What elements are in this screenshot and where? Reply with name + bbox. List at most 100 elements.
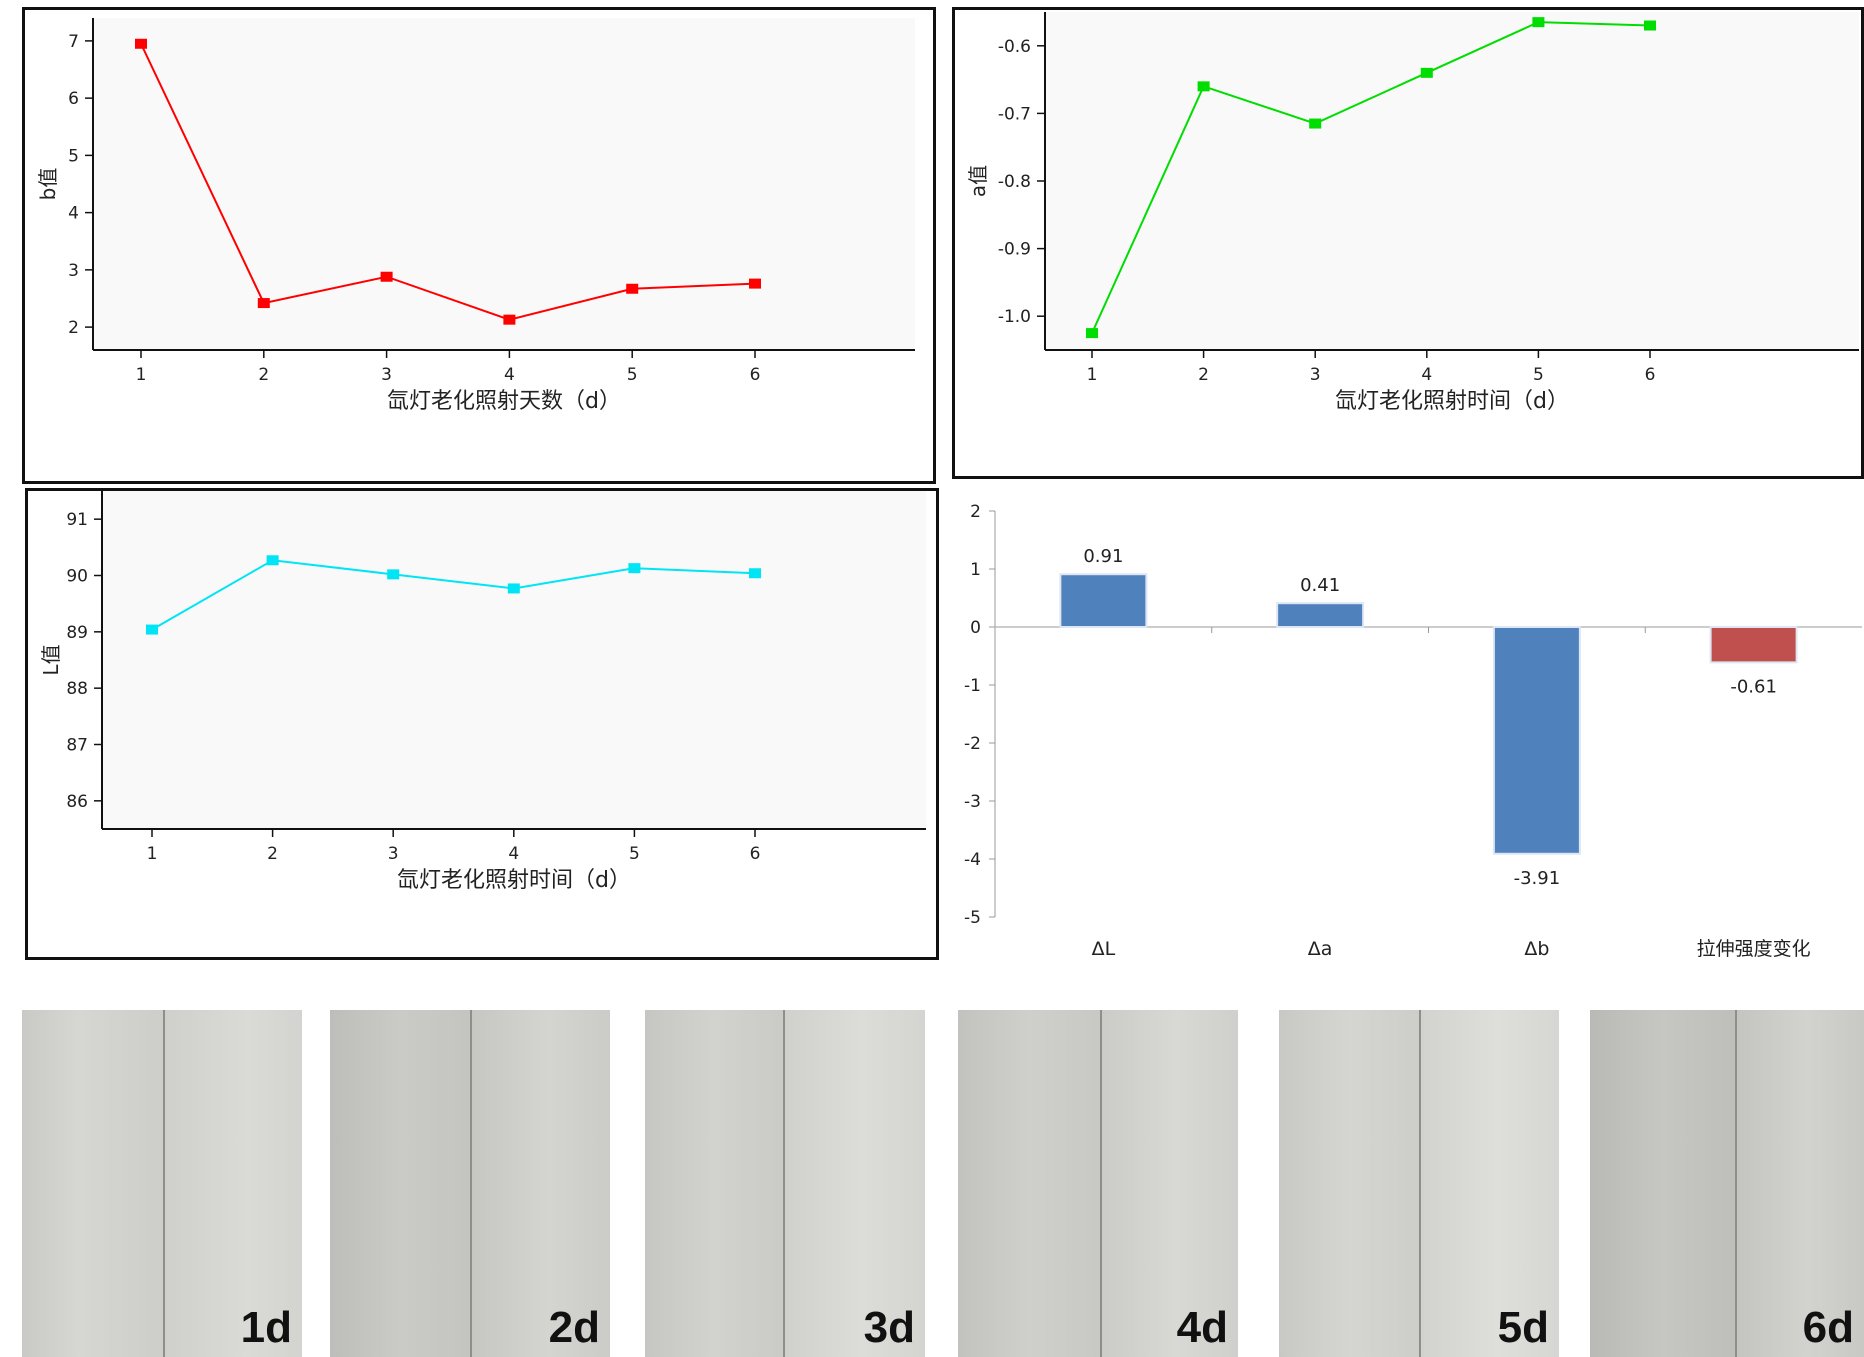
bar-data-label: -3.91	[1514, 868, 1561, 889]
y-tick-label: 89	[66, 623, 88, 643]
y-tick-label: 86	[66, 792, 88, 812]
data-point	[146, 624, 158, 635]
bar-data-label: 0.41	[1300, 575, 1340, 596]
y-tick-label: -2	[964, 734, 981, 754]
series-line	[1091, 21, 1651, 334]
x-tick-label: 4	[504, 365, 515, 385]
x-tick-label: 5	[627, 365, 638, 385]
x-tick-label: 1	[1087, 365, 1098, 385]
x-axis-label: 氙灯老化照射天数（d）	[387, 389, 621, 414]
x-tick-label: 4	[508, 844, 519, 864]
y-tick-label: 91	[66, 510, 88, 530]
photo-label-2d: 2d	[548, 1303, 600, 1352]
data-point	[507, 583, 520, 594]
x-tick-label: 1	[147, 844, 158, 864]
x-tick-label: 4	[1421, 365, 1432, 385]
x-tick-label: 6	[1645, 365, 1656, 385]
y-tick-label: 88	[66, 679, 88, 699]
y-axis-label: a值	[966, 165, 990, 197]
plot-background	[1045, 12, 1859, 350]
series-line	[151, 559, 756, 631]
category-label: 拉伸强度变化	[1697, 938, 1811, 960]
series-line	[140, 43, 756, 321]
category-label: ΔL	[1092, 938, 1116, 960]
y-tick-label: -0.7	[998, 104, 1031, 124]
data-point	[1309, 118, 1322, 129]
a-value-chart-panel: -1.0 -0.9 -0.8 -0.7 -0.6 1 2 3 4 5 6 氙灯老化照射时间（d） a值	[952, 7, 1864, 479]
data-point	[749, 278, 761, 289]
x-tick-label: 6	[750, 844, 761, 864]
photo-label-3d: 3d	[863, 1303, 915, 1352]
sample-photo-2d: 2d	[330, 1010, 610, 1357]
sample-photo-3d: 3d	[645, 1010, 925, 1357]
bar	[1059, 573, 1148, 628]
x-tick-label: 3	[381, 365, 392, 385]
x-tick-label: 6	[750, 365, 761, 385]
photo-label-1d: 1d	[240, 1303, 292, 1352]
bar	[1709, 626, 1798, 664]
x-tick-label: 3	[388, 844, 399, 864]
data-point	[380, 271, 393, 282]
x-axis-label: 氙灯老化照射时间（d）	[397, 868, 631, 893]
y-tick-label: 2	[970, 502, 981, 522]
a-value-chart: -1.0 -0.9 -0.8 -0.7 -0.6 1 2 3 4 5 6 氙灯老化照射时间（d） a值	[966, 12, 1859, 414]
y-tick-label: 0	[970, 618, 981, 638]
y-tick-label: 5	[68, 146, 79, 166]
y-tick-label: -3	[964, 792, 981, 812]
plot-background	[102, 491, 926, 829]
y-tick-label: 4	[68, 204, 79, 224]
data-point	[1086, 328, 1098, 339]
y-tick-label: 90	[66, 567, 88, 587]
data-point	[626, 283, 639, 294]
y-tick-label: 2	[68, 318, 79, 338]
x-tick-label: 5	[1533, 365, 1544, 385]
y-tick-label: 1	[970, 560, 981, 580]
y-tick-label: -0.8	[998, 172, 1031, 192]
y-tick-label: 6	[68, 89, 79, 109]
data-point	[1420, 67, 1433, 78]
data-point	[257, 298, 270, 309]
y-tick-label: -0.9	[998, 240, 1031, 260]
photo-label-6d: 6d	[1802, 1303, 1854, 1352]
x-tick-label: 5	[629, 844, 640, 864]
y-tick-label: -5	[964, 908, 981, 928]
l-value-chart-panel: 86 87 88 89 90 91 1 2 3 4 5 6 氙灯老化照射时间（d） L值	[25, 488, 939, 960]
y-tick-label: 3	[68, 261, 79, 281]
bar-data-label: -0.61	[1730, 676, 1777, 697]
y-tick-label: 87	[66, 736, 88, 756]
bar	[1276, 602, 1365, 629]
photo-label-5d: 5d	[1497, 1303, 1549, 1352]
data-point	[387, 569, 400, 580]
data-point	[1197, 81, 1210, 92]
data-point	[503, 314, 516, 325]
sample-photo-4d: 4d	[958, 1010, 1238, 1357]
y-tick-label: -0.6	[998, 37, 1031, 57]
plot-background	[93, 18, 915, 350]
x-tick-label: 2	[258, 365, 269, 385]
category-label: Δa	[1308, 938, 1333, 960]
y-tick-label: -1.0	[998, 307, 1031, 327]
category-label: Δb	[1524, 938, 1549, 960]
b-value-chart: 2 3 4 5 6 7 1 2 3 4 5 6 氙灯老化照射天数（d） b值	[36, 18, 915, 414]
x-tick-label: 2	[267, 844, 278, 864]
x-axis-label: 氙灯老化照射时间（d）	[1335, 389, 1569, 414]
bar	[1492, 626, 1581, 855]
sample-photo-5d: 5d	[1279, 1010, 1559, 1357]
bar-data-label: 0.91	[1083, 546, 1123, 567]
data-point	[749, 568, 761, 579]
data-point	[266, 555, 279, 566]
x-tick-label: 2	[1198, 365, 1209, 385]
x-tick-label: 3	[1310, 365, 1321, 385]
data-point	[628, 563, 641, 574]
data-point	[1532, 17, 1545, 28]
b-value-chart-panel: 2 3 4 5 6 7 1 2 3 4 5 6 氙灯老化照射天数（d） b值	[22, 7, 936, 484]
x-tick-label: 1	[136, 365, 147, 385]
y-tick-label: -4	[964, 850, 981, 870]
y-axis-label: L值	[39, 644, 63, 675]
l-value-chart: 86 87 88 89 90 91 1 2 3 4 5 6 氙灯老化照射时间（d） L值	[39, 491, 926, 893]
photo-label-4d: 4d	[1176, 1303, 1228, 1352]
sample-photo-1d: 1d	[22, 1010, 302, 1357]
data-point	[135, 38, 147, 49]
y-tick-label: 7	[68, 32, 79, 52]
delta-bar-chart-panel: 2 1 0 -1 -2 -3 -4 -5 0.91 ΔL 0.41 Δa -3.91 Δb -0.61 拉伸强…	[945, 495, 1864, 975]
